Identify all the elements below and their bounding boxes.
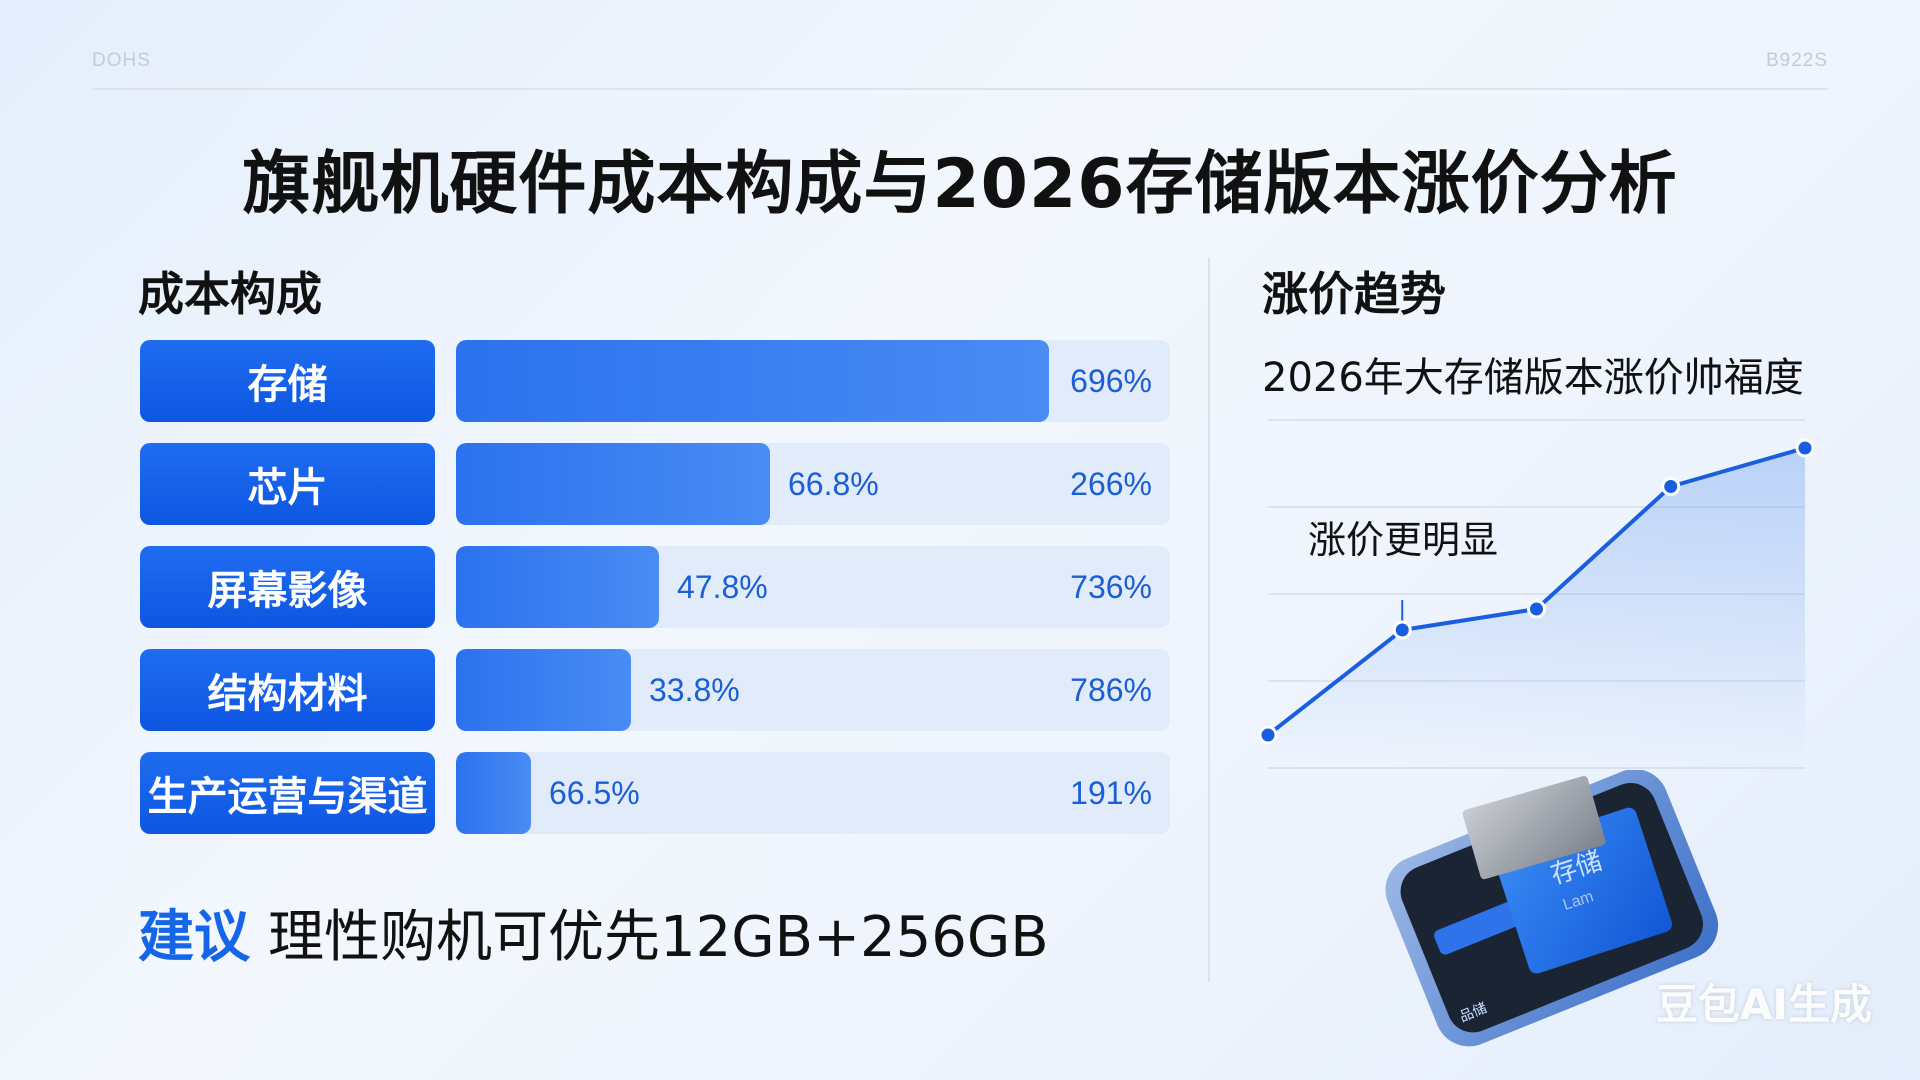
bar-end-value: 736% — [1070, 569, 1152, 605]
bar-row-storage: 存储 696% — [140, 340, 1170, 422]
top-divider — [92, 88, 1828, 90]
watermark: 豆包AI生成 — [1655, 980, 1872, 1029]
trend-line-chart: 涨价更明显 — [1258, 419, 1815, 770]
bar-end-value: 786% — [1070, 672, 1152, 708]
advice-text: 理性购机可优先12GB+256GB — [268, 905, 1049, 970]
bar-label: 芯片 — [140, 443, 435, 525]
bar-label: 屏幕影像 — [140, 546, 435, 628]
bar-label: 存储 — [140, 340, 435, 422]
trend-point-1 — [1258, 725, 1278, 745]
bar-label: 结构材料 — [140, 649, 435, 731]
column-divider — [1208, 258, 1210, 982]
bar-track: 696% — [456, 340, 1170, 422]
bar-fill — [456, 443, 770, 525]
bar-inner-value: 47.8% — [677, 569, 768, 605]
trend-point-3 — [1527, 599, 1546, 619]
bar-track: 66.5% 191% — [456, 752, 1170, 834]
bar-inner-value: 66.8% — [788, 466, 879, 502]
trend-annotation: 涨价更明显 — [1308, 518, 1498, 562]
bar-fill — [456, 546, 659, 628]
chip-card — [1462, 775, 1606, 880]
bar-row-screen: 屏幕影像 47.8% 736% — [140, 546, 1170, 628]
bar-end-value: 266% — [1070, 466, 1152, 502]
bar-inner-value: 66.5% — [549, 775, 640, 811]
bar-track: 33.8% 786% — [456, 649, 1170, 731]
trend-point-4 — [1661, 477, 1681, 496]
trend-points — [1258, 438, 1815, 745]
page-title: 旗舰机硬件成本构成与2026存储版本涨价分析 — [242, 145, 1678, 224]
bar-row-structure: 结构材料 33.8% 786% — [140, 649, 1170, 731]
phone-illustration: 存储 Lam 品储 — [1385, 770, 1719, 1047]
bar-row-chip: 芯片 66.8% 266% — [140, 443, 1170, 525]
trend-point-2 — [1392, 620, 1412, 640]
trend-section-title: 涨价趋势 — [1262, 267, 1446, 321]
corner-label-right: B922S — [1765, 50, 1828, 71]
advice-accent: 建议 — [138, 905, 250, 970]
bar-fill — [456, 340, 1049, 422]
bar-label: 生产运营与渠道 — [140, 752, 435, 834]
bar-track: 66.8% 266% — [456, 443, 1170, 525]
bar-end-value: 696% — [1070, 363, 1152, 399]
cost-section-title: 成本构成 — [138, 267, 322, 321]
advice-line: 建议 理性购机可优先12GB+256GB — [138, 892, 1049, 973]
bar-fill — [456, 649, 631, 731]
bar-fill — [456, 752, 531, 834]
bar-row-operations: 生产运营与渠道 66.5% 191% — [140, 752, 1170, 834]
trend-point-5 — [1795, 438, 1815, 458]
bar-inner-value: 33.8% — [649, 672, 740, 708]
bar-end-value: 191% — [1070, 775, 1152, 811]
trend-chart-subtitle: 2026年大存储版本涨价帅福度 — [1262, 355, 1804, 401]
bar-track: 47.8% 736% — [456, 546, 1170, 628]
corner-label-left: DOHS — [92, 50, 151, 71]
